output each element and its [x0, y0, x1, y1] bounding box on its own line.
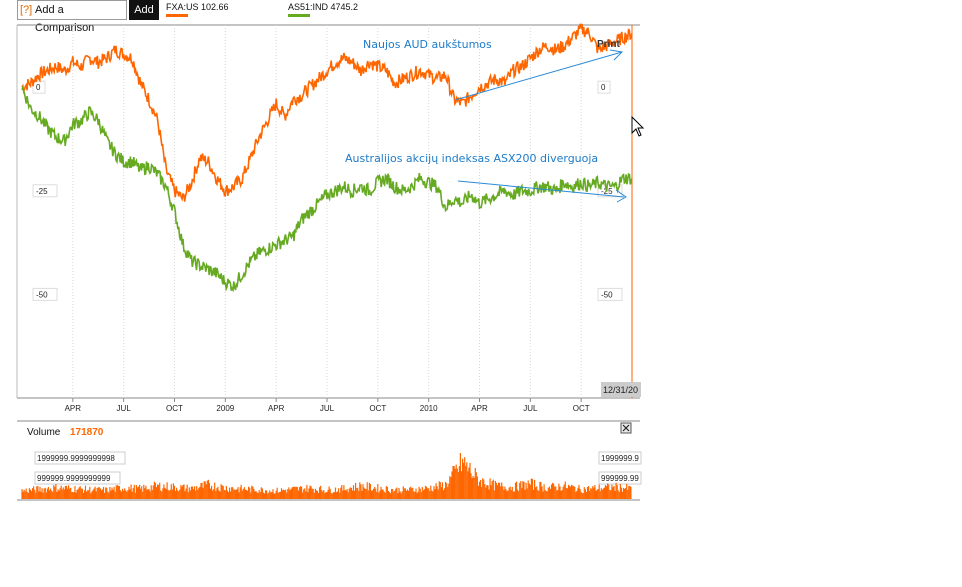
volume-label: Volume — [27, 427, 61, 438]
volume-close-button[interactable] — [620, 422, 632, 434]
y-tick-box-left — [32, 184, 58, 198]
legend-label-fxa: FXA:US 102.66 — [166, 2, 229, 12]
series-line-fxa — [21, 23, 633, 202]
add-comparison-field[interactable]: [?] Add a Comparison — [17, 0, 127, 34]
volume-axis-box-right-2 — [598, 471, 642, 485]
volume-bars — [21, 453, 632, 499]
annotation-aud-highs: Naujos AUD aukštumos — [363, 38, 492, 51]
y-tick-box-right — [597, 287, 623, 301]
volume-axis-label-right-1: 1999999.9 — [601, 454, 639, 463]
x-axis-labels: APR JUL OCT 2009 APR JUL OCT 2010 APR JUL OCT — [65, 398, 590, 413]
x-tick-label: OCT — [166, 404, 183, 413]
annotation-asx200-divergence: Australijos akcijų indeksas ASX200 diver… — [345, 152, 598, 165]
legend-entry-as51: AS51:IND 4745.2 — [288, 2, 359, 17]
y-tick-label-left: 0 — [36, 83, 41, 92]
y-tick-label-right: 0 — [601, 83, 606, 92]
print-link[interactable]: Print — [597, 39, 620, 50]
x-tick-label: JUL — [523, 404, 538, 413]
x-tick-label: OCT — [369, 404, 386, 413]
series-line-as51 — [21, 85, 633, 293]
x-tick-label: APR — [471, 404, 488, 413]
volume-axis-box-2 — [34, 471, 121, 485]
y-tick-label-right: -50 — [601, 290, 613, 299]
volume-axis-label-2: 999999.9999999999 — [37, 474, 111, 483]
last-date-box — [601, 382, 641, 397]
volume-value: 171870 — [70, 427, 104, 438]
close-icon — [622, 424, 630, 432]
y-tick-box-left — [32, 80, 46, 94]
legend-entry-fxa: FXA:US 102.66 — [166, 2, 229, 17]
annotation-arrow-head-1 — [609, 49, 624, 61]
annotation-arrow-head-2 — [615, 189, 627, 203]
y-tick-box-left — [32, 287, 58, 301]
grid-lines — [72, 25, 582, 398]
x-tick-label: JUL — [320, 404, 335, 413]
x-tick-label: OCT — [573, 404, 590, 413]
annotation-arrow-line-2 — [457, 180, 625, 198]
y-tick-box-right — [597, 80, 611, 94]
volume-axis-label-right-2: 999999.99 — [601, 474, 639, 483]
add-button[interactable]: Add — [129, 0, 159, 20]
x-tick-label: APR — [268, 404, 285, 413]
y-tick-label-left: -25 — [36, 187, 48, 196]
legend-label-as51: AS51:IND 4745.2 — [288, 2, 359, 12]
x-tick-label: APR — [65, 404, 82, 413]
y-tick-label-left: -50 — [36, 290, 48, 299]
toolbar: [?] Add a Comparison Add FXA:US 102.66 A… — [0, 0, 640, 34]
volume-axis-label-1: 1999999.9999999998 — [37, 454, 115, 463]
x-tick-label: JUL — [117, 404, 132, 413]
help-icon[interactable]: [?] — [20, 4, 33, 16]
x-tick-label: 2010 — [420, 404, 438, 413]
annotation-arrow-line-1 — [454, 51, 623, 101]
mouse-cursor-icon — [631, 115, 645, 137]
volume-axis-box-right-1 — [598, 451, 642, 465]
series-layer — [21, 23, 633, 293]
last-date-label: 12/31/20 — [603, 385, 638, 395]
volume-axis-box-1 — [34, 451, 126, 465]
x-tick-label: 2009 — [216, 404, 234, 413]
legend-swatch-fxa — [166, 14, 188, 17]
legend-swatch-as51 — [288, 14, 310, 17]
